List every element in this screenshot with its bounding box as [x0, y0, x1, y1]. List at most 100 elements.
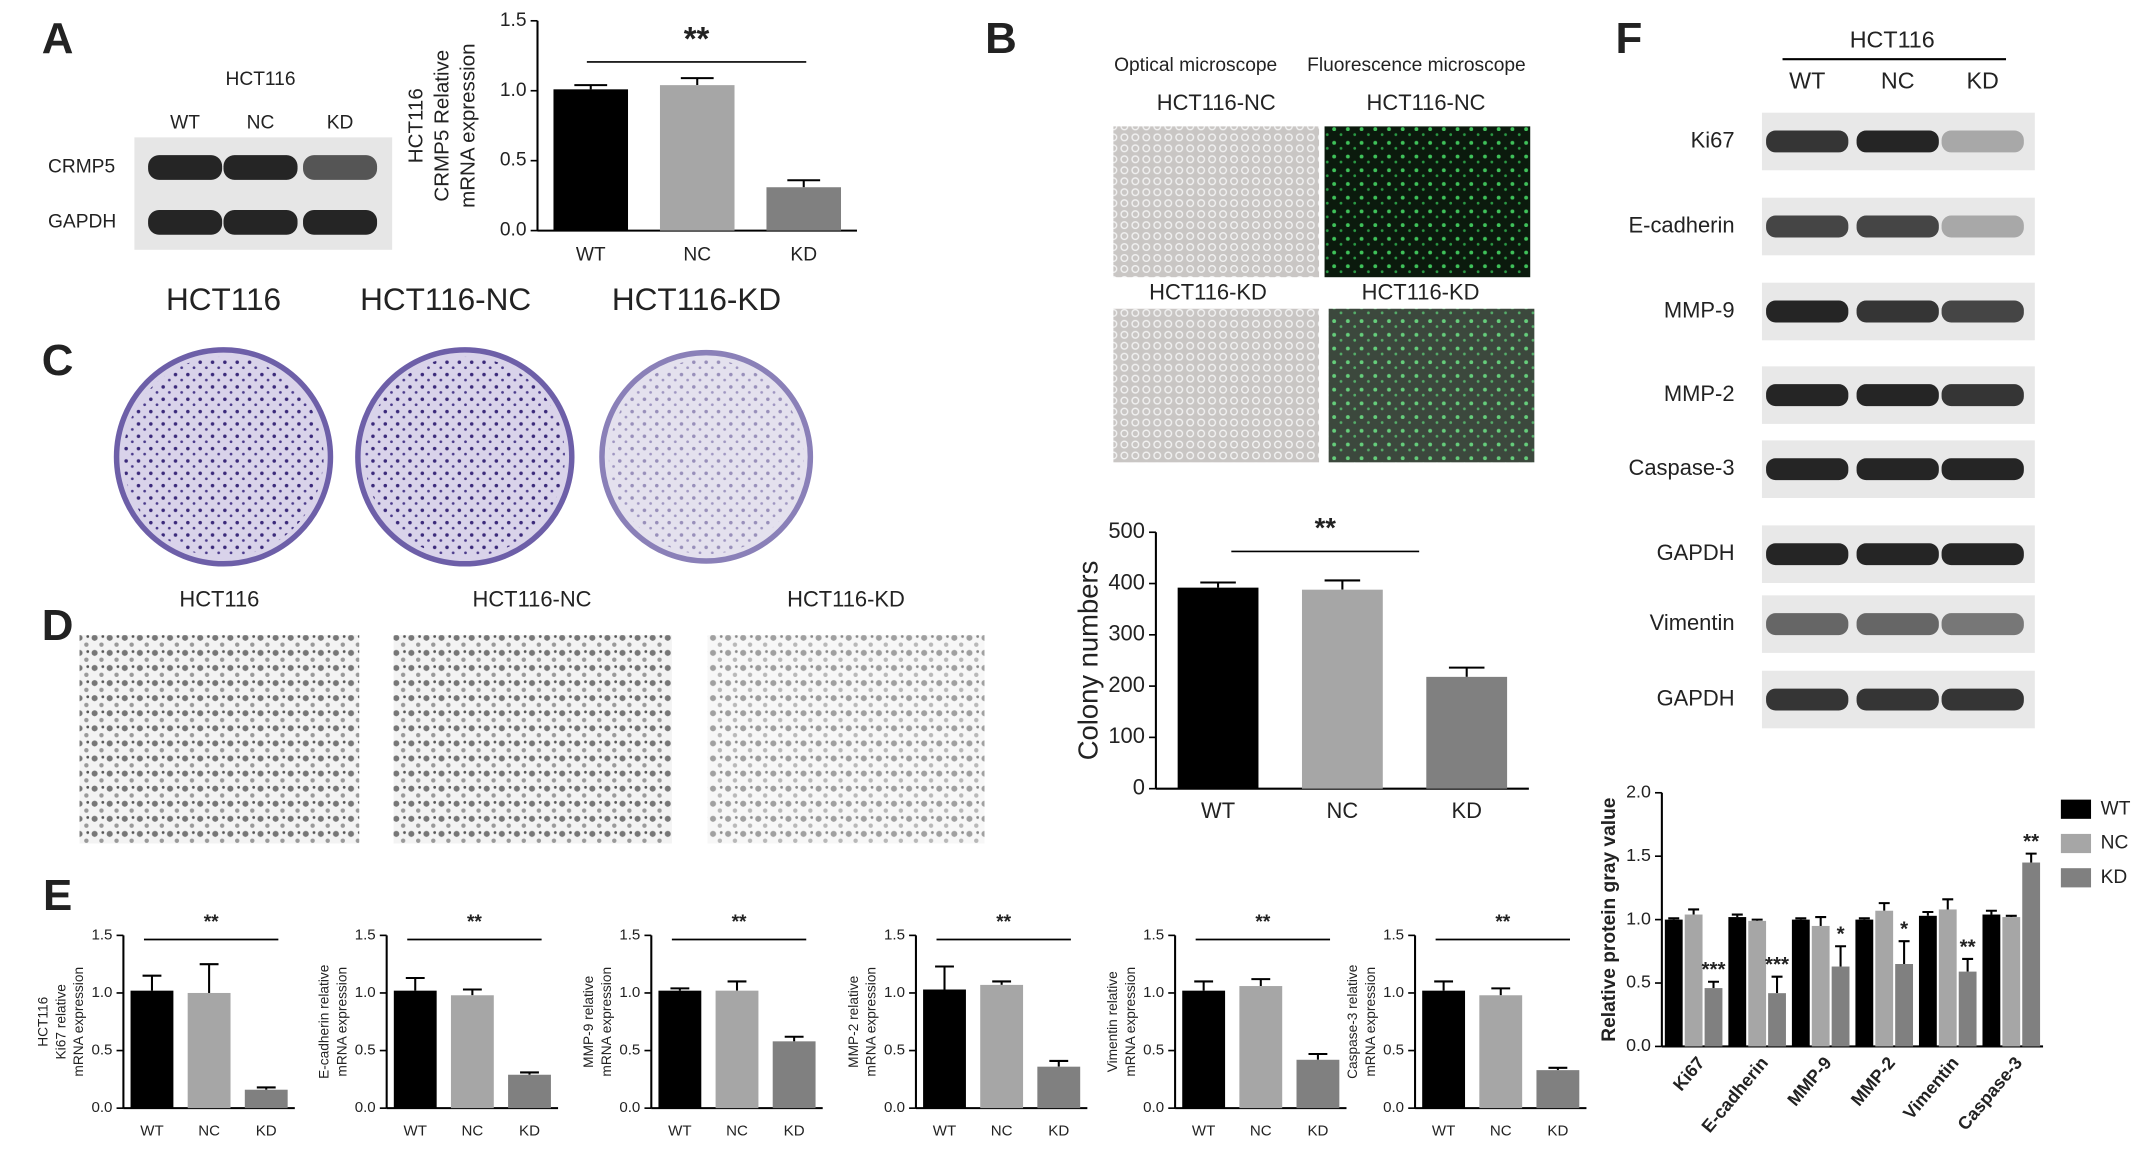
significance: ** — [467, 912, 482, 933]
x-tick-label: WT — [1192, 1122, 1215, 1139]
y-tick-label: 1.0 — [500, 80, 527, 101]
lane-label: KD — [327, 113, 354, 134]
image-label: HCT116 — [179, 587, 259, 612]
x-tick-label: KD — [790, 244, 817, 265]
panel-letter: A — [42, 14, 74, 63]
y-axis-label: mRNA expression — [334, 967, 349, 1077]
bar — [450, 995, 494, 1109]
blot-band — [1766, 688, 1849, 711]
band-label: GAPDH — [48, 211, 116, 232]
y-axis-label: Vimentin relative — [1105, 971, 1120, 1072]
y-tick-label: 0.0 — [1383, 1099, 1404, 1116]
x-tick-label: NC — [1250, 1122, 1272, 1139]
bar — [187, 992, 231, 1109]
bar — [1301, 589, 1383, 789]
x-tick-label: KD — [1547, 1122, 1568, 1139]
culture-dish — [355, 347, 575, 567]
y-axis-label: HCT116 — [404, 88, 427, 163]
lane-label: NC — [247, 113, 275, 134]
error-bar — [1200, 581, 1236, 588]
error-bar — [1815, 916, 1827, 926]
significance: *** — [1765, 953, 1789, 976]
blot-band — [1856, 130, 1939, 153]
y-axis-label: E-cadherin relative — [317, 964, 332, 1079]
y-tick-label: 0.5 — [619, 1042, 640, 1059]
bar — [1426, 676, 1508, 789]
migration-image — [393, 635, 672, 844]
band-label: GAPDH — [1657, 685, 1735, 710]
error-bar — [1308, 1052, 1328, 1060]
y-axis-label: MMP-2 relative — [846, 975, 861, 1068]
band-label: Ki67 — [1691, 127, 1735, 152]
error-bar — [1898, 940, 1910, 964]
y-tick-label: 1.0 — [355, 984, 376, 1001]
y-tick-label: 2.0 — [1626, 781, 1651, 801]
legend-swatch — [2060, 799, 2092, 819]
blot-band — [1856, 543, 1939, 566]
y-tick-label: 0 — [1133, 774, 1145, 799]
bar — [1479, 995, 1523, 1109]
legend-label: WT — [2101, 798, 2131, 819]
image-label: HCT116-KD — [1149, 279, 1267, 304]
bar — [1748, 920, 1767, 1047]
lane-label: NC — [1881, 68, 1915, 94]
x-tick-label: KD — [256, 1122, 277, 1139]
bar — [1182, 990, 1226, 1109]
y-tick-label: 0.5 — [1626, 972, 1651, 992]
bar — [1704, 988, 1723, 1047]
band-label: MMP-9 — [1664, 297, 1735, 322]
y-tick-label: 1.0 — [884, 984, 905, 1001]
y-tick-label: 1.5 — [355, 926, 376, 943]
blot-title: HCT116 — [226, 69, 296, 90]
y-tick-label: 1.5 — [1143, 926, 1164, 943]
blot-band — [223, 210, 298, 235]
x-tick-label: KD — [1451, 798, 1481, 823]
image-label: HCT116-NC — [1367, 90, 1486, 115]
bar — [1768, 993, 1786, 1047]
bar — [980, 984, 1024, 1109]
bar — [715, 990, 759, 1109]
y-axis-label: HCT116 — [36, 996, 51, 1046]
x-tick-label: WT — [576, 244, 606, 265]
significance: ** — [2023, 830, 2039, 853]
x-tick-label: WT — [1201, 798, 1235, 823]
error-bar — [1434, 980, 1454, 991]
lane-label: WT — [170, 113, 200, 134]
y-tick-label: 0.0 — [500, 220, 527, 241]
y-axis-label: Ki67 relative — [53, 984, 68, 1060]
error-bar — [1795, 917, 1807, 920]
error-bar — [256, 1086, 276, 1090]
error-bar — [784, 1035, 804, 1042]
error-bar — [1324, 579, 1361, 590]
significance: ** — [1315, 512, 1337, 543]
blot-band — [1941, 130, 2024, 153]
error-bar — [727, 980, 747, 991]
x-tick-label: KD — [784, 1122, 805, 1139]
band-label: E-cadherin — [1629, 212, 1735, 237]
y-axis-label: mRNA expression — [599, 967, 614, 1077]
bar — [1422, 990, 1466, 1109]
significance: ** — [1960, 935, 1976, 958]
blot-band — [1766, 458, 1849, 481]
bar — [658, 990, 702, 1109]
blot-band — [1766, 384, 1849, 407]
y-tick-label: 1.0 — [619, 984, 640, 1001]
error-bar — [670, 987, 690, 991]
x-tick-label: NC — [726, 1122, 748, 1139]
blot-band — [303, 155, 378, 180]
micrograph — [1328, 308, 1535, 463]
error-bar — [520, 1071, 539, 1075]
y-tick-label: 0.0 — [619, 1099, 640, 1116]
significance: *** — [1702, 958, 1726, 981]
y-tick-label: 1.0 — [1626, 908, 1651, 928]
error-bar — [1751, 918, 1763, 921]
error-bar — [992, 980, 1012, 985]
bar — [1811, 925, 1830, 1047]
bar — [1918, 915, 1937, 1047]
x-tick-label: WT — [404, 1122, 427, 1139]
bar — [1536, 1070, 1580, 1109]
bar — [923, 989, 966, 1109]
y-axis-label: CRMP5 Relative — [430, 50, 453, 202]
significance: * — [1837, 923, 1845, 946]
bar — [1958, 971, 1977, 1047]
